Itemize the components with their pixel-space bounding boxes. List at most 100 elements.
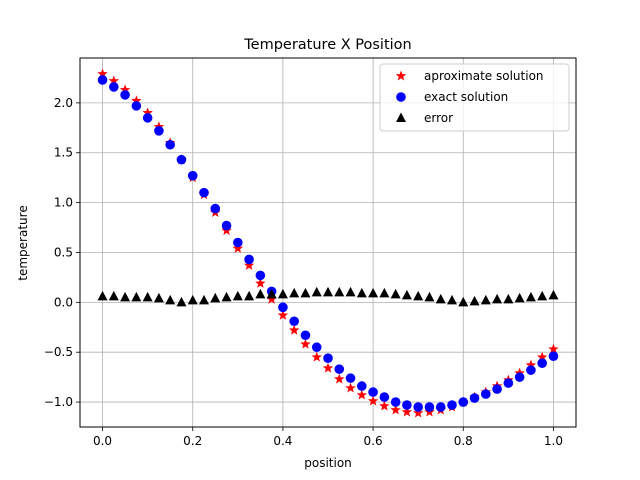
star-point — [277, 309, 289, 320]
triangle-point — [345, 286, 356, 297]
circle-point — [210, 203, 221, 214]
star-point — [311, 351, 322, 362]
circle-point — [334, 364, 345, 374]
triangle-point — [199, 294, 209, 305]
triangle-point — [244, 290, 255, 301]
triangle-point — [165, 294, 176, 305]
chart-title: Temperature X Position — [243, 37, 411, 53]
triangle-point — [447, 294, 457, 305]
triangle-point — [503, 293, 514, 304]
triangle-point — [492, 293, 503, 304]
x-tick-label: 0.8 — [454, 434, 473, 448]
circle-point — [345, 373, 356, 383]
star-point — [525, 359, 537, 370]
legend: aproximate solution exact solution error — [379, 63, 570, 132]
triangle-point — [176, 296, 187, 307]
circle-point — [368, 387, 378, 397]
circle-point — [357, 381, 367, 391]
circle-point — [165, 139, 175, 150]
circle-point — [514, 372, 525, 382]
circle-point — [300, 330, 311, 341]
star-point — [322, 362, 334, 373]
circle-point — [323, 353, 333, 363]
legend-circle-marker — [396, 92, 406, 102]
circle-point — [311, 342, 322, 353]
circle-point — [289, 316, 299, 327]
triangle-point — [97, 290, 108, 301]
triangle-point — [368, 287, 379, 298]
circle-point — [379, 392, 390, 402]
circle-point — [233, 237, 243, 248]
series-layer — [97, 68, 559, 418]
star-point — [108, 75, 120, 86]
triangle-point — [323, 286, 333, 297]
x-tick-label: 0.4 — [273, 434, 292, 448]
triangle-point — [413, 290, 424, 301]
y-tick-label: 0.0 — [54, 295, 73, 309]
triangle-point — [401, 289, 412, 300]
star-point — [548, 343, 559, 354]
triangle-point — [108, 290, 119, 301]
y-tick-label: 1.5 — [54, 146, 73, 160]
triangle-point — [435, 293, 446, 304]
triangle-point — [356, 287, 367, 298]
star-point — [412, 407, 424, 418]
y-tick-label: 2.0 — [54, 96, 73, 110]
star-point — [97, 68, 108, 79]
triangle-point — [232, 290, 243, 301]
circle-point — [481, 389, 491, 399]
legend-box — [379, 63, 570, 132]
legend-label: exact solution — [424, 90, 508, 104]
x-tick-label: 0.0 — [93, 434, 112, 448]
star-point — [119, 84, 131, 95]
triangle-point — [548, 289, 559, 300]
circle-point — [424, 402, 435, 412]
star-point — [243, 259, 255, 270]
star-point — [266, 293, 277, 304]
triangle-point — [210, 292, 221, 303]
triangle-point — [277, 288, 288, 299]
circle-point — [390, 397, 401, 407]
triangle-point — [255, 288, 266, 299]
star-point — [300, 338, 311, 349]
circle-point — [402, 400, 412, 410]
circle-point — [154, 126, 164, 136]
star-point — [390, 404, 401, 415]
legend-label: error — [424, 111, 453, 125]
y-tick-label: 0.5 — [54, 245, 73, 259]
star-point — [142, 107, 153, 118]
circle-point — [447, 400, 457, 410]
circle-point — [469, 393, 480, 403]
series-circle — [97, 75, 559, 412]
x-axis-label: position — [304, 456, 352, 470]
x-tick-label: 0.2 — [183, 434, 202, 448]
circle-point — [492, 384, 502, 394]
legend-triangle-marker — [396, 112, 406, 122]
circle-point — [255, 270, 266, 281]
star-point — [367, 395, 379, 406]
circle-point — [131, 101, 142, 111]
triangle-point — [266, 288, 277, 299]
star-point — [288, 324, 300, 335]
star-point — [379, 400, 390, 411]
circle-point — [176, 154, 187, 165]
star-point — [334, 373, 345, 384]
y-tick-label: −1.0 — [44, 395, 73, 409]
x-tick-label: 1.0 — [544, 434, 563, 448]
triangle-point — [424, 291, 435, 302]
triangle-point — [480, 294, 491, 305]
star-point — [401, 406, 413, 417]
circle-point — [526, 365, 536, 375]
star-point — [131, 95, 142, 106]
triangle-point — [142, 291, 153, 302]
circle-point — [537, 358, 547, 368]
star-point — [255, 277, 266, 288]
triangle-point — [334, 286, 345, 297]
star-point — [356, 389, 368, 400]
plot-frame — [79, 57, 577, 428]
circle-point — [413, 402, 423, 412]
legend-star-marker — [395, 70, 407, 81]
triangle-point — [537, 290, 548, 301]
circle-point — [120, 90, 130, 100]
